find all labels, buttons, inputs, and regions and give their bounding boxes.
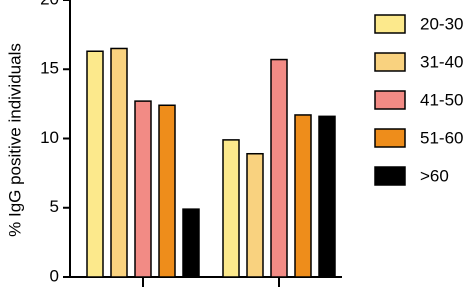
bar	[86, 50, 104, 278]
y-tick-label: 20	[40, 0, 59, 8]
legend-label: 51-60	[420, 128, 463, 147]
legend-swatch	[374, 90, 406, 110]
bar	[134, 100, 152, 278]
legend-label: 41-50	[420, 90, 463, 109]
bar	[222, 139, 240, 278]
bar	[318, 115, 336, 278]
legend-swatch	[374, 128, 406, 148]
bar	[294, 114, 312, 278]
bar	[246, 152, 264, 278]
legend-label: 31-40	[420, 52, 463, 71]
y-axis-label: % IgG positive individuals	[5, 43, 24, 237]
legend-swatch	[374, 52, 406, 72]
bar	[182, 208, 200, 278]
legend-swatch	[374, 14, 406, 34]
bar	[270, 58, 288, 278]
y-tick-label: 5	[50, 197, 59, 216]
y-tick-label: 0	[50, 266, 59, 285]
legend-swatch	[374, 166, 406, 186]
y-tick-label: 15	[40, 59, 59, 78]
bar	[158, 104, 176, 278]
legend-label: >60	[420, 166, 449, 185]
bar	[110, 47, 128, 278]
legend-label: 20-30	[420, 14, 463, 33]
y-tick-label: 10	[40, 128, 59, 147]
